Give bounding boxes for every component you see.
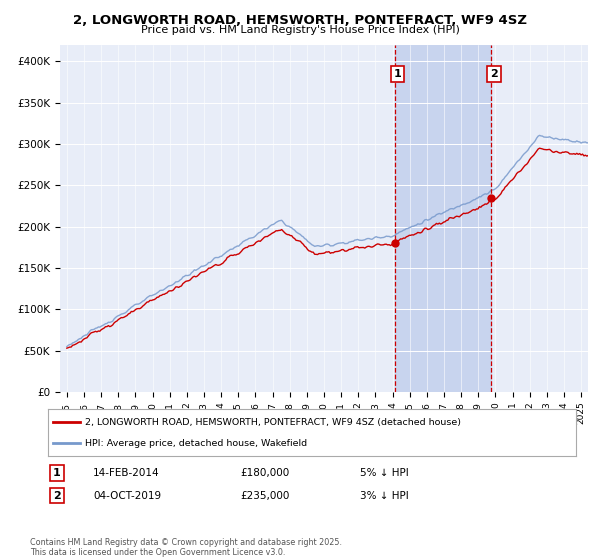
- Text: 2: 2: [53, 491, 61, 501]
- Text: 5% ↓ HPI: 5% ↓ HPI: [360, 468, 409, 478]
- Text: 3% ↓ HPI: 3% ↓ HPI: [360, 491, 409, 501]
- Text: Contains HM Land Registry data © Crown copyright and database right 2025.
This d: Contains HM Land Registry data © Crown c…: [30, 538, 342, 557]
- Text: £235,000: £235,000: [240, 491, 289, 501]
- Text: HPI: Average price, detached house, Wakefield: HPI: Average price, detached house, Wake…: [85, 438, 307, 447]
- Text: 1: 1: [53, 468, 61, 478]
- Text: 14-FEB-2014: 14-FEB-2014: [93, 468, 160, 478]
- Text: 2, LONGWORTH ROAD, HEMSWORTH, PONTEFRACT, WF9 4SZ (detached house): 2, LONGWORTH ROAD, HEMSWORTH, PONTEFRACT…: [85, 418, 461, 427]
- Text: Price paid vs. HM Land Registry's House Price Index (HPI): Price paid vs. HM Land Registry's House …: [140, 25, 460, 35]
- Text: 2: 2: [490, 69, 498, 79]
- Text: 2, LONGWORTH ROAD, HEMSWORTH, PONTEFRACT, WF9 4SZ: 2, LONGWORTH ROAD, HEMSWORTH, PONTEFRACT…: [73, 14, 527, 27]
- Bar: [395, 45, 491, 392]
- Text: £180,000: £180,000: [240, 468, 289, 478]
- Text: 1: 1: [394, 69, 401, 79]
- Text: 04-OCT-2019: 04-OCT-2019: [93, 491, 161, 501]
